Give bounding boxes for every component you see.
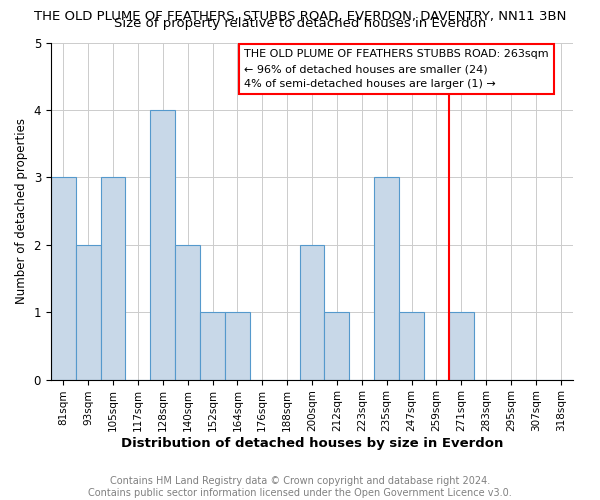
Bar [51, 178, 76, 380]
Text: Size of property relative to detached houses in Everdon: Size of property relative to detached ho… [114, 18, 486, 30]
Bar [76, 245, 101, 380]
Bar [399, 312, 424, 380]
Text: THE OLD PLUME OF FEATHERS, STUBBS ROAD, EVERDON, DAVENTRY, NN11 3BN: THE OLD PLUME OF FEATHERS, STUBBS ROAD, … [34, 10, 566, 23]
Bar [299, 245, 325, 380]
Bar [151, 110, 175, 380]
Bar [225, 312, 250, 380]
Bar [325, 312, 349, 380]
Text: THE OLD PLUME OF FEATHERS STUBBS ROAD: 263sqm
← 96% of detached houses are small: THE OLD PLUME OF FEATHERS STUBBS ROAD: 2… [244, 49, 549, 89]
X-axis label: Distribution of detached houses by size in Everdon: Distribution of detached houses by size … [121, 437, 503, 450]
Bar [200, 312, 225, 380]
Text: Contains HM Land Registry data © Crown copyright and database right 2024.
Contai: Contains HM Land Registry data © Crown c… [88, 476, 512, 498]
Bar [101, 178, 125, 380]
Y-axis label: Number of detached properties: Number of detached properties [15, 118, 28, 304]
Bar [175, 245, 200, 380]
Bar [449, 312, 474, 380]
Bar [374, 178, 399, 380]
